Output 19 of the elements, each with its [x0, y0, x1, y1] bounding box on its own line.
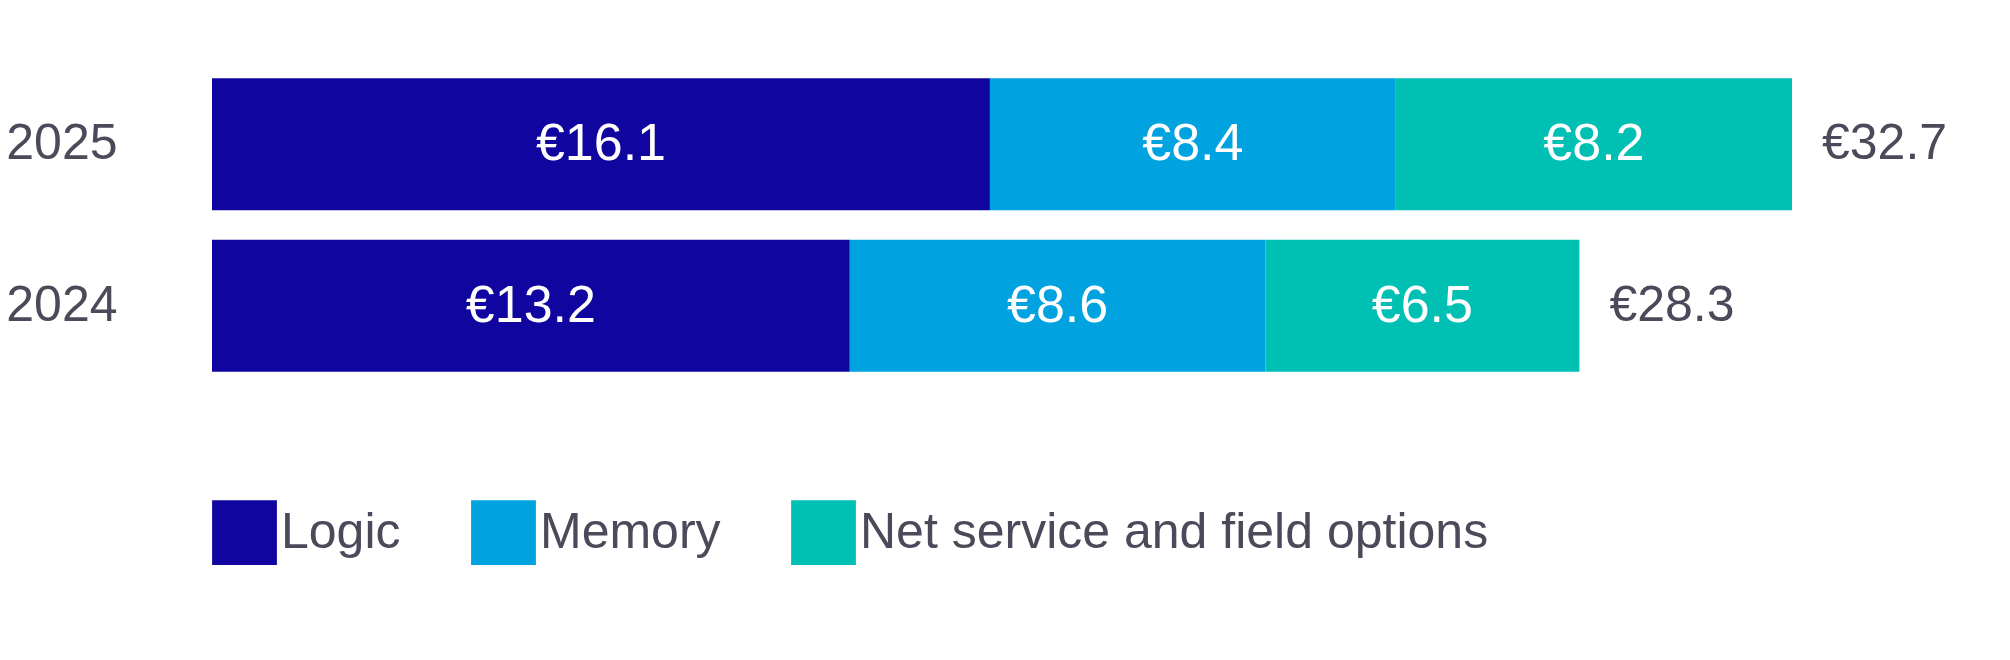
y-tick-label: 2025 — [6, 114, 118, 171]
total-label: €32.7 — [1822, 114, 1948, 171]
bar — [989, 78, 1396, 211]
total-label: €28.3 — [1609, 275, 1735, 332]
data-label: €8.4 — [1142, 113, 1244, 172]
bar — [849, 239, 1266, 372]
data-label: €6.5 — [1371, 274, 1473, 333]
data-label: €8.2 — [1543, 113, 1645, 172]
data-label: €13.2 — [465, 274, 596, 333]
y-tick-label: 2024 — [6, 275, 118, 332]
legend-label: Net service and field options — [860, 502, 1489, 559]
legend-label: Memory — [540, 502, 721, 559]
data-label: €16.1 — [535, 113, 667, 172]
bar — [1265, 239, 1580, 372]
bar — [1395, 78, 1792, 211]
bar — [212, 239, 850, 372]
data-label: €8.6 — [1006, 274, 1109, 333]
bar — [212, 78, 990, 211]
legend-label: Logic — [281, 502, 401, 559]
